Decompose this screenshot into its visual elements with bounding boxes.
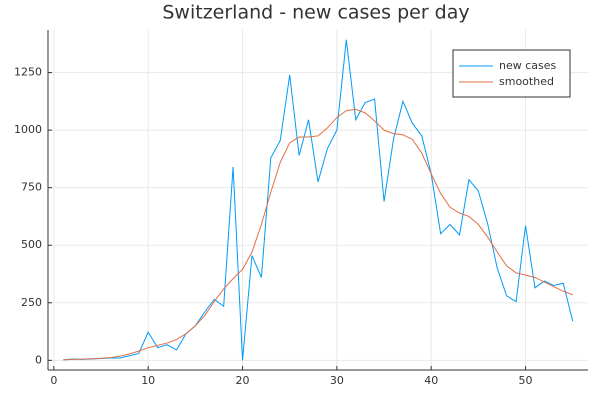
x-tick-label: 20 <box>236 374 250 387</box>
data-line <box>63 108 573 361</box>
legend-label: smoothed <box>499 75 554 88</box>
x-tick-label: 50 <box>519 374 533 387</box>
y-tick-label: 1250 <box>14 66 42 79</box>
y-tick-label: 0 <box>35 353 42 366</box>
y-tick-label: 500 <box>21 238 42 251</box>
y-tick-label: 1000 <box>14 123 42 136</box>
y-tick-label: 750 <box>21 181 42 194</box>
legend-label: new cases <box>499 59 557 72</box>
y-tick-label: 250 <box>21 296 42 309</box>
x-tick-label: 40 <box>424 374 438 387</box>
x-tick-label: 0 <box>50 374 57 387</box>
x-tick-label: 30 <box>330 374 344 387</box>
data-line <box>63 39 574 361</box>
chart-title: Switzerland - new cases per day <box>162 2 469 24</box>
legend-box <box>452 49 571 98</box>
x-tick-label: 10 <box>141 374 155 387</box>
